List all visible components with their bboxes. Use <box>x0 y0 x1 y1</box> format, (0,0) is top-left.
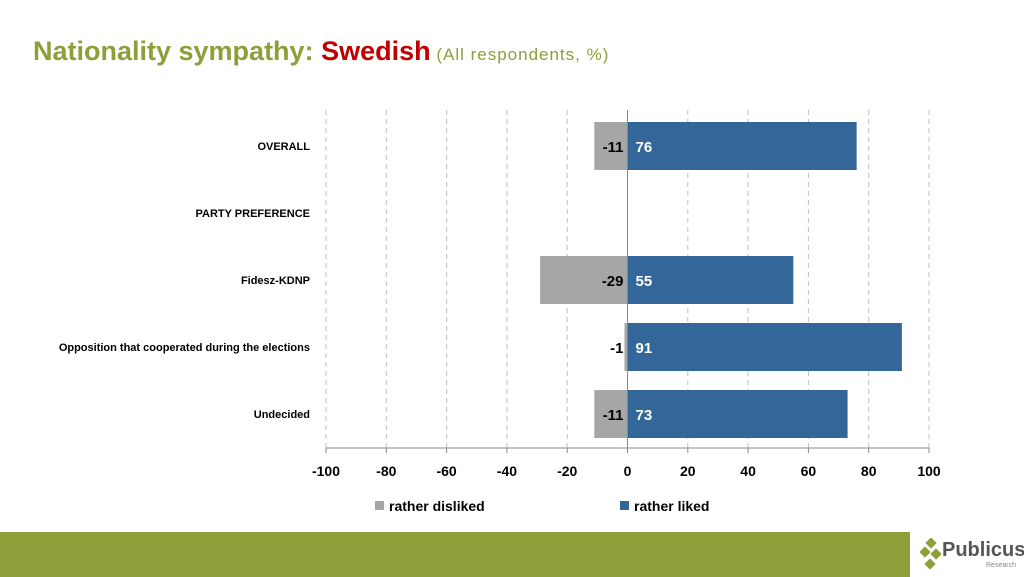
bar-disliked <box>594 122 628 170</box>
bar-liked <box>627 323 902 371</box>
x-tick-label: -100 <box>312 463 340 479</box>
bar-liked <box>627 390 848 438</box>
logo-sub: Research <box>986 562 1016 569</box>
title-highlight: Swedish <box>321 36 431 66</box>
title-prefix: Nationality sympathy: <box>33 36 322 66</box>
category-label: Fidesz-KDNP <box>241 275 310 287</box>
title-suffix: (All respondents, %) <box>430 45 610 64</box>
bar-disliked <box>624 323 628 371</box>
x-tick-label: -80 <box>376 463 396 479</box>
data-label: -11 <box>603 139 624 156</box>
logo-name: Publicus <box>942 539 1024 561</box>
publicus-logo: Publicus Research <box>918 536 1024 576</box>
category-label: OVERALL <box>257 141 310 153</box>
data-label: -29 <box>602 273 624 290</box>
category-label: PARTY PREFERENCE <box>195 208 310 220</box>
legend-swatch <box>375 501 384 510</box>
data-label: 76 <box>636 139 653 156</box>
category-label: Undecided <box>254 409 310 421</box>
x-tick-label: 20 <box>680 463 696 479</box>
category-label: Opposition that cooperated during the el… <box>59 342 310 354</box>
bar-disliked <box>540 256 628 304</box>
data-label: -11 <box>603 407 624 424</box>
bar-liked <box>627 256 794 304</box>
legend-label: rather liked <box>634 498 709 514</box>
bar-disliked <box>594 390 628 438</box>
footer-bar <box>0 532 910 577</box>
x-tick-label: 0 <box>624 463 632 479</box>
x-tick-label: 40 <box>740 463 756 479</box>
x-tick-label: 100 <box>917 463 941 479</box>
x-tick-label: -60 <box>436 463 456 479</box>
bar-liked <box>627 122 857 170</box>
logo-diamonds-icon <box>919 538 942 570</box>
legend-swatch <box>620 501 629 510</box>
x-tick-label: 60 <box>801 463 817 479</box>
x-tick-label: -20 <box>557 463 577 479</box>
data-label: -1 <box>610 340 623 357</box>
data-label: 55 <box>636 273 653 290</box>
x-tick-label: 80 <box>861 463 877 479</box>
data-label: 73 <box>636 407 653 424</box>
legend-label: rather disliked <box>389 498 485 514</box>
chart: -100 -80 -60 -40 -20 0 20 40 60 80 100 OVERALL -11 76… <box>59 110 941 514</box>
data-label: 91 <box>636 340 653 357</box>
slide-title: Nationality sympathy: Swedish (All respo… <box>33 36 609 67</box>
x-tick-label: -40 <box>497 463 517 479</box>
